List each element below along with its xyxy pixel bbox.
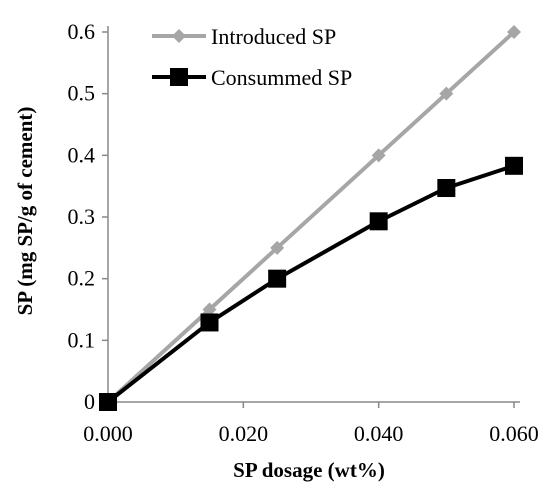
y-tick-label: 0.5 [68,81,96,106]
data-point [202,302,217,317]
y-tick-label: 0.1 [68,327,96,352]
legend-label-consummed: Consummed SP [211,65,352,90]
y-axis-title: SP (mg SP/g of cement) [13,107,37,316]
data-point [200,313,219,332]
x-tick-label: 0.060 [489,421,539,446]
data-point [507,25,521,39]
x-tick-label: 0.040 [354,421,404,446]
data-point [371,148,386,163]
x-tick-labels: 0.000 0.020 0.040 0.060 [83,402,539,446]
x-tick-label: 0.020 [219,421,269,446]
data-point [268,269,287,288]
legend-item-consummed: Consummed SP [152,65,352,90]
legend-marker-introduced [172,29,186,43]
data-point [270,240,285,255]
data-point [439,86,454,101]
legend: Introduced SP Consummed SP [152,24,352,90]
y-tick-label: 0.6 [68,19,96,44]
x-axis-title: SP dosage (wt%) [233,458,385,482]
data-point [369,212,388,231]
legend-item-introduced: Introduced SP [152,24,336,49]
y-tick-labels: 0 0.1 0.2 0.3 0.4 0.5 0.6 [68,19,108,414]
legend-label-introduced: Introduced SP [211,24,336,49]
series-2 [99,156,523,411]
series-line [106,30,516,404]
data-point [437,179,456,198]
y-tick-label: 0.4 [68,142,96,167]
legend-marker-consummed [170,68,188,86]
x-tick-label: 0.000 [83,421,133,446]
y-tick-label: 0 [84,389,95,414]
axes [107,26,520,403]
data-point [99,393,117,411]
series-line [106,163,515,404]
y-tick-label: 0.2 [68,266,96,291]
series-layer [99,25,523,411]
series-1 [101,25,521,409]
data-point [505,156,523,175]
y-tick-label: 0.3 [68,204,96,229]
